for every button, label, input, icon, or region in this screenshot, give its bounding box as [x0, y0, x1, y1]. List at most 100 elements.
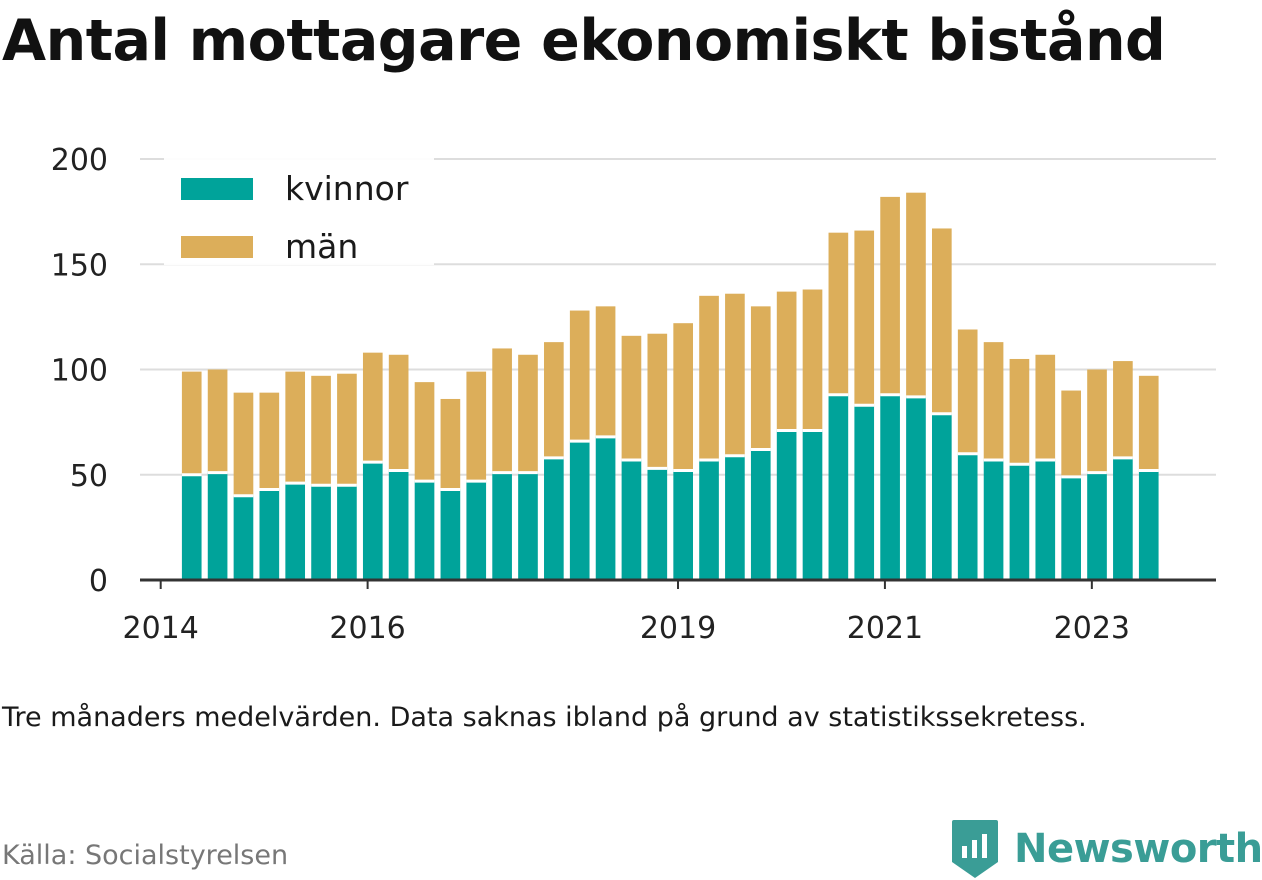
bar-segment: [181, 371, 202, 475]
y-tick-label: 150: [51, 248, 108, 283]
bar-segment: [906, 192, 926, 397]
bar-segment: [233, 495, 254, 580]
bar-segment: [699, 460, 719, 580]
stacked-bar-chart: 0 50 100 150 200 2014 2016 2019 2021 2023 kvinno…: [51, 143, 1216, 646]
bar-segment: [983, 342, 1004, 461]
bar-segment: [906, 396, 926, 580]
y-tick-label: 0: [89, 564, 108, 599]
legend-label: män: [285, 227, 358, 266]
bar-segment: [750, 449, 771, 580]
bar-segment: [621, 335, 642, 461]
bar-segment: [544, 457, 564, 580]
bar-segment: [1035, 354, 1056, 461]
brand-logo: Newsworthy: [950, 818, 1262, 880]
bar-segment: [1138, 470, 1159, 580]
legend-label: kvinnor: [285, 169, 409, 208]
bar-segment: [880, 394, 900, 580]
bar-segment: [285, 371, 306, 484]
bar-segment: [1035, 460, 1056, 580]
bar-segment: [828, 394, 849, 580]
bar-segment: [673, 323, 694, 471]
bar-segment: [207, 369, 228, 473]
bar-segment: [492, 348, 512, 473]
bar-segment: [828, 232, 849, 395]
bar-segment: [725, 293, 745, 456]
bar-segment: [983, 460, 1004, 580]
bar-segment: [1009, 358, 1030, 465]
bar-segment: [1061, 390, 1081, 477]
bar-segment: [492, 472, 512, 580]
bar-segment: [362, 352, 383, 463]
bar-segment: [802, 430, 823, 580]
y-tick-label: 200: [51, 143, 108, 178]
bar-segment: [285, 483, 306, 580]
bar-segment: [1138, 375, 1159, 471]
x-tick-label: 2016: [329, 611, 405, 646]
bar-segment: [388, 354, 409, 471]
bar-segment: [750, 306, 771, 450]
bar-segment: [414, 481, 435, 580]
bar-segment: [181, 474, 202, 580]
bar-segment: [802, 289, 823, 431]
source-credit: Källa: Socialstyrelsen: [2, 840, 289, 871]
bar-segment: [931, 228, 952, 414]
bar-segment: [440, 489, 461, 580]
bar-segment: [595, 436, 616, 580]
legend-swatch: [181, 236, 253, 258]
bar-segment: [337, 485, 357, 580]
bar-segment: [388, 470, 409, 580]
bar-segment: [699, 295, 719, 461]
x-tick-label: 2023: [1054, 611, 1130, 646]
bar-segment: [259, 489, 280, 580]
bar-segment: [957, 453, 978, 580]
bar-segment: [569, 310, 590, 442]
bar-segment: [673, 470, 694, 580]
bar-segment: [725, 455, 745, 580]
bar-segment: [544, 342, 564, 458]
bar-segment: [957, 329, 978, 454]
bar-segment: [1061, 476, 1081, 580]
bar-segment: [647, 333, 668, 469]
bar-segment: [362, 462, 383, 580]
bar-segment: [207, 472, 228, 580]
bar-segment: [776, 430, 797, 580]
y-tick-label: 50: [70, 459, 108, 494]
bar-segment: [259, 392, 280, 490]
brand-name: Newsworthy: [1014, 826, 1262, 872]
bar-segment: [854, 230, 875, 406]
bar-segment: [311, 485, 331, 580]
legend-swatch: [181, 178, 253, 200]
bar-segment: [518, 354, 538, 473]
bar-segment: [569, 441, 590, 580]
bar-segment: [466, 371, 487, 482]
bar-segment: [1087, 369, 1107, 473]
y-axis-tick-labels: 0 50 100 150 200: [51, 143, 108, 599]
bars: [181, 192, 1159, 580]
x-axis: 2014 2016 2019 2021 2023: [123, 578, 1216, 646]
bar-segment: [440, 398, 461, 490]
chart-note: Tre månaders medelvärden. Data saknas ib…: [2, 702, 1087, 733]
bar-segment: [233, 392, 254, 496]
bar-segment: [931, 413, 952, 580]
x-tick-label: 2021: [847, 611, 923, 646]
chart-title: Antal mottagare ekonomiskt bistånd: [2, 8, 1166, 74]
x-tick-label: 2014: [123, 611, 199, 646]
bar-segment: [1113, 361, 1133, 458]
bar-segment: [880, 196, 900, 395]
bar-segment: [776, 291, 797, 431]
bar-segment: [621, 460, 642, 580]
bar-chart-badge-icon: [952, 820, 998, 878]
bar-segment: [1113, 457, 1133, 580]
legend: kvinnor män: [164, 157, 434, 266]
y-tick-label: 100: [51, 354, 108, 389]
bar-segment: [466, 481, 487, 580]
x-tick-label: 2019: [640, 611, 716, 646]
bar-segment: [414, 382, 435, 482]
bar-segment: [854, 405, 875, 580]
bar-segment: [1009, 464, 1030, 580]
bar-segment: [647, 468, 668, 580]
bar-segment: [311, 375, 331, 486]
bar-segment: [518, 472, 538, 580]
bar-segment: [1087, 472, 1107, 580]
bar-segment: [337, 373, 357, 486]
